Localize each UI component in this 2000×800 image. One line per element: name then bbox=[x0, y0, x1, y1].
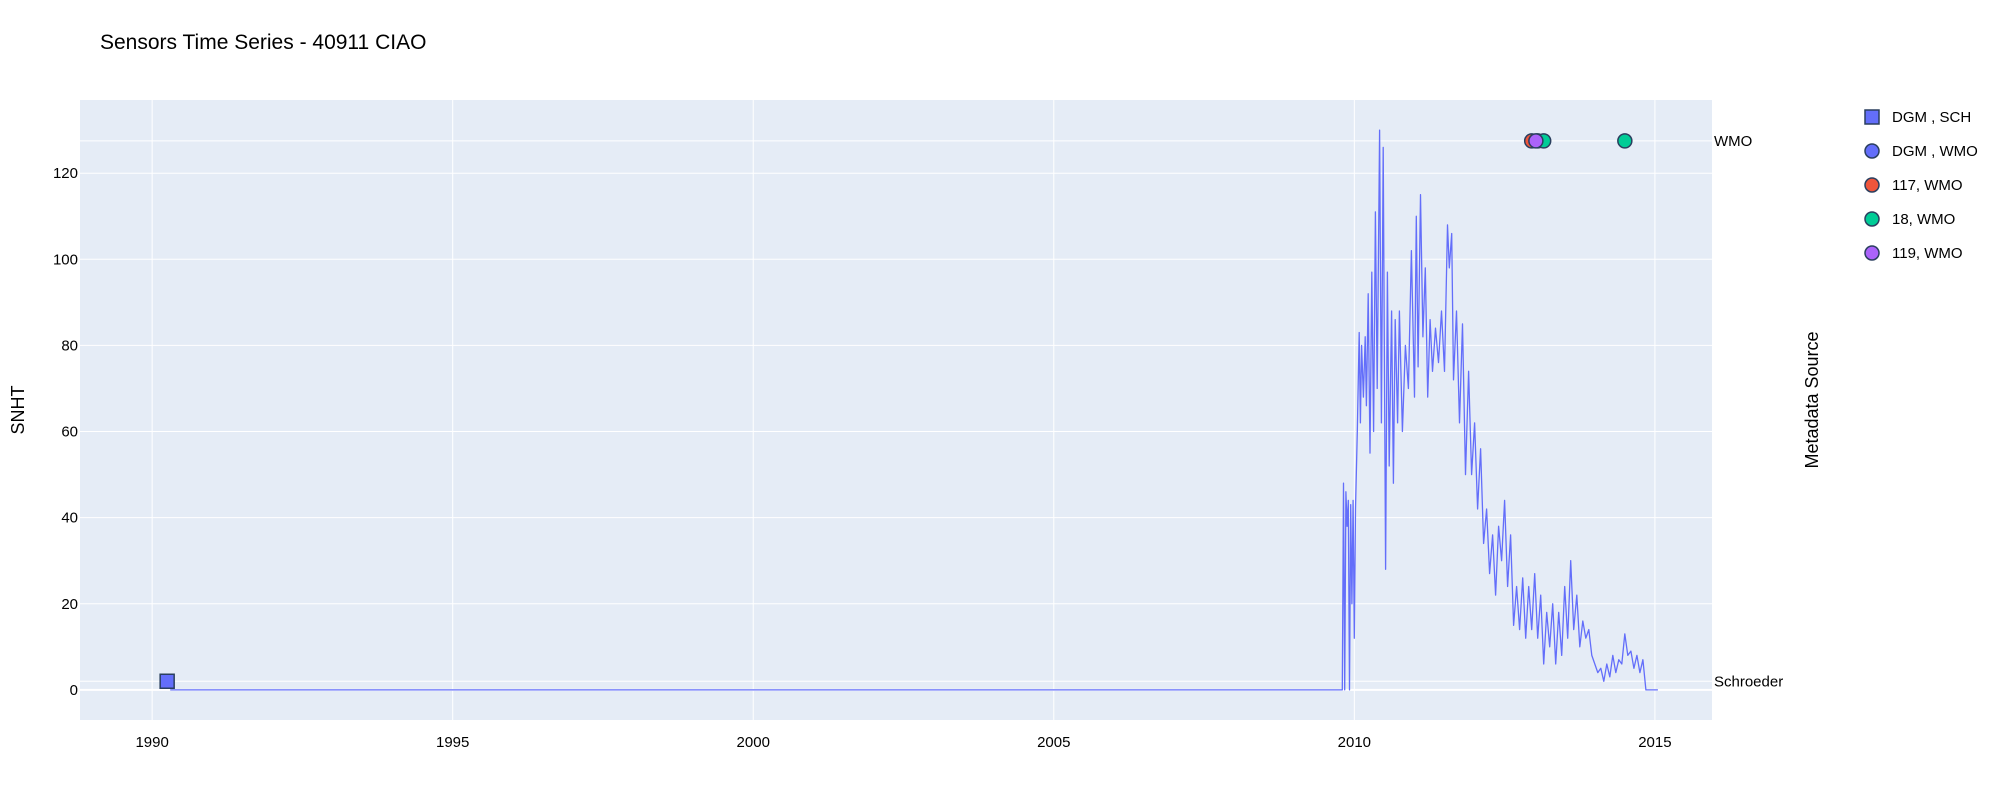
snht-series-line bbox=[170, 129, 1658, 691]
y2-tick-label: WMO bbox=[1714, 133, 1752, 150]
x-tick-label: 2015 bbox=[1638, 734, 1671, 751]
x-tick-label: 1990 bbox=[135, 734, 168, 751]
metadata-marker bbox=[159, 673, 175, 689]
y2-tick-label: Schroeder bbox=[1714, 673, 1783, 690]
series-layer bbox=[159, 129, 1658, 691]
y-tick-label: 80 bbox=[61, 337, 78, 354]
legend-item[interactable]: 18, WMO bbox=[1864, 211, 1955, 228]
x-tick-label: 2010 bbox=[1338, 734, 1371, 751]
x-tick-label: 2000 bbox=[737, 734, 770, 751]
legend-label: DGM , SCH bbox=[1892, 109, 1971, 126]
legend-marker bbox=[1864, 143, 1880, 159]
legend-item[interactable]: 119, WMO bbox=[1864, 245, 1963, 262]
legend-marker bbox=[1864, 109, 1880, 125]
legend-marker bbox=[1864, 177, 1880, 193]
y-tick-label: 60 bbox=[61, 424, 78, 441]
legend-marker bbox=[1864, 245, 1880, 261]
y-tick-label: 40 bbox=[61, 510, 78, 527]
legend: DGM , SCH DGM , WMO 117, WMO 18, WMO 119, WM… bbox=[1864, 109, 1978, 262]
metadata-marker bbox=[1528, 133, 1544, 149]
legend-item[interactable]: 117, WMO bbox=[1864, 177, 1963, 194]
y-axis-title: SNHT bbox=[8, 385, 28, 434]
y-tick-label: 120 bbox=[53, 165, 78, 182]
x-axis-ticks: 1990 1995 2000 2005 2010 2015 bbox=[135, 734, 1671, 751]
x-tick-label: 1995 bbox=[436, 734, 469, 751]
legend-label: 119, WMO bbox=[1892, 245, 1963, 262]
legend-label: 18, WMO bbox=[1892, 211, 1955, 228]
legend-marker bbox=[1864, 211, 1880, 227]
plot-area bbox=[80, 100, 1712, 720]
y-tick-label: 20 bbox=[61, 596, 78, 613]
y2-axis-title: Metadata Source bbox=[1802, 331, 1822, 468]
legend-label: DGM , WMO bbox=[1892, 143, 1978, 160]
y-tick-label: 100 bbox=[53, 251, 78, 268]
legend-item[interactable]: DGM , SCH bbox=[1864, 109, 1971, 126]
x-tick-label: 2005 bbox=[1037, 734, 1070, 751]
chart-title: Sensors Time Series - 40911 CIAO bbox=[100, 31, 426, 54]
y2-axis-ticks: Schroeder WMO bbox=[1714, 133, 1783, 690]
y-axis-ticks: 0 20 40 60 80 100 120 bbox=[53, 165, 78, 699]
legend-label: 117, WMO bbox=[1892, 177, 1963, 194]
metadata-marker bbox=[1617, 133, 1633, 149]
y-tick-label: 0 bbox=[70, 682, 78, 699]
legend-item[interactable]: DGM , WMO bbox=[1864, 143, 1978, 160]
